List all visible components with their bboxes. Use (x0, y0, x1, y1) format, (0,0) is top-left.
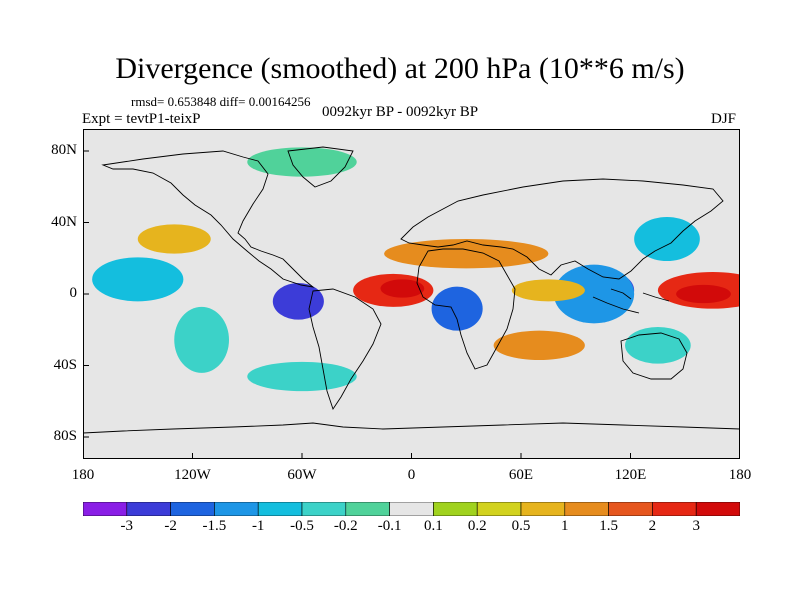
y-tick-label: 40N (51, 213, 77, 230)
period-label: 0092kyr BP - 0092kyr BP (322, 104, 479, 120)
coastline-north-america (101, 150, 315, 288)
colorbar-label: 1.5 (599, 518, 618, 534)
x-tick-label: 60E (508, 467, 534, 483)
divergence-cell-indian-pos (511, 279, 585, 302)
season-label: DJF (711, 111, 737, 127)
colorbar-swatch (652, 502, 697, 516)
divergence-cell-east-asia-neg (634, 217, 700, 261)
colorbar-label: -0.1 (377, 518, 402, 534)
y-tick-label: 80N (51, 142, 77, 158)
colorbar-label: -1.5 (202, 518, 227, 534)
divergence-cell-west-pacific-pos-core (676, 284, 731, 304)
divergence-cell-atlantic-pos-core (380, 279, 425, 298)
rmsd-diff-stats: rmsd= 0.653848 diff= 0.00164256 (131, 94, 311, 109)
colorbar-label: 0.2 (467, 518, 487, 534)
figure-title: Divergence (smoothed) at 200 hPa (10**6 … (115, 52, 685, 85)
colorbar-swatch (345, 502, 390, 516)
divergence-cell-north-pacific-pos (137, 224, 211, 254)
x-tick-label: 0 (407, 467, 416, 483)
coastline-antarctica (83, 422, 740, 434)
y-tick-label: 80S (53, 428, 77, 444)
coastline-greenland (287, 146, 354, 188)
x-tick-label: 60W (287, 467, 317, 483)
x-tick-label: 120E (614, 467, 647, 483)
divergence-cell-arctic-neg (247, 147, 357, 177)
colorbar-label: 2 (648, 518, 657, 534)
coastline-africa (416, 248, 516, 370)
y-tick-label: 0 (69, 285, 78, 301)
divergence-cell-south-pacific-neg (174, 306, 229, 373)
colorbar-swatch (214, 502, 259, 516)
colorbar (83, 502, 740, 516)
x-tick-label: 180 (71, 467, 95, 483)
coastline-indonesia (592, 288, 670, 314)
colorbar-label: -0.5 (290, 518, 314, 534)
colorbar-swatch (83, 502, 128, 516)
colorbar-swatch (170, 502, 215, 516)
colorbar-label: 0.5 (511, 518, 531, 534)
colorbar-label: 0.1 (424, 518, 443, 534)
colorbar-swatch (520, 502, 566, 516)
divergence-cell-south-indian-pos (493, 330, 585, 360)
colorbar-swatch (695, 502, 740, 516)
divergence-field (92, 147, 740, 392)
colorbar-swatch (608, 502, 653, 516)
colorbar-label: -2 (164, 518, 177, 534)
colorbar-swatch (301, 502, 347, 516)
divergence-cell-africa-neg (431, 286, 483, 331)
colorbar-swatch (257, 502, 303, 516)
divergence-cell-maritime-neg-outer (553, 264, 635, 324)
colorbar-swatch (126, 502, 171, 516)
divergence-cell-pacific-neg (92, 257, 184, 302)
divergence-map (83, 129, 740, 459)
x-tick-marks (83, 453, 740, 459)
divergence-cell-south-america-neg (272, 283, 324, 320)
experiment-label: Expt = tevtP1-teixP (82, 111, 201, 127)
divergence-cell-australia-neg (625, 327, 691, 364)
colorbar-label: 3 (692, 518, 700, 534)
colorbar-swatch (389, 502, 434, 516)
colorbar-label: 1 (561, 518, 569, 534)
coastline-australia (620, 332, 688, 380)
x-tick-label: 180 (728, 467, 752, 483)
colorbar-label: -3 (120, 518, 134, 534)
divergence-cell-southern-ocean-neg (247, 361, 357, 392)
colorbar-swatch (433, 502, 478, 516)
x-tick-label: 120W (174, 467, 211, 483)
y-tick-label: 40S (53, 356, 77, 373)
colorbar-label: -0.2 (333, 518, 358, 534)
divergence-cell-north-africa-pos (384, 239, 549, 269)
colorbar-swatch (564, 502, 609, 516)
y-tick-marks (83, 150, 89, 438)
colorbar-swatch (476, 502, 522, 516)
colorbar-label: -1 (251, 518, 265, 534)
coastlines (83, 146, 740, 434)
coastline-eurasia (400, 178, 724, 280)
coastline-south-america (308, 288, 382, 411)
